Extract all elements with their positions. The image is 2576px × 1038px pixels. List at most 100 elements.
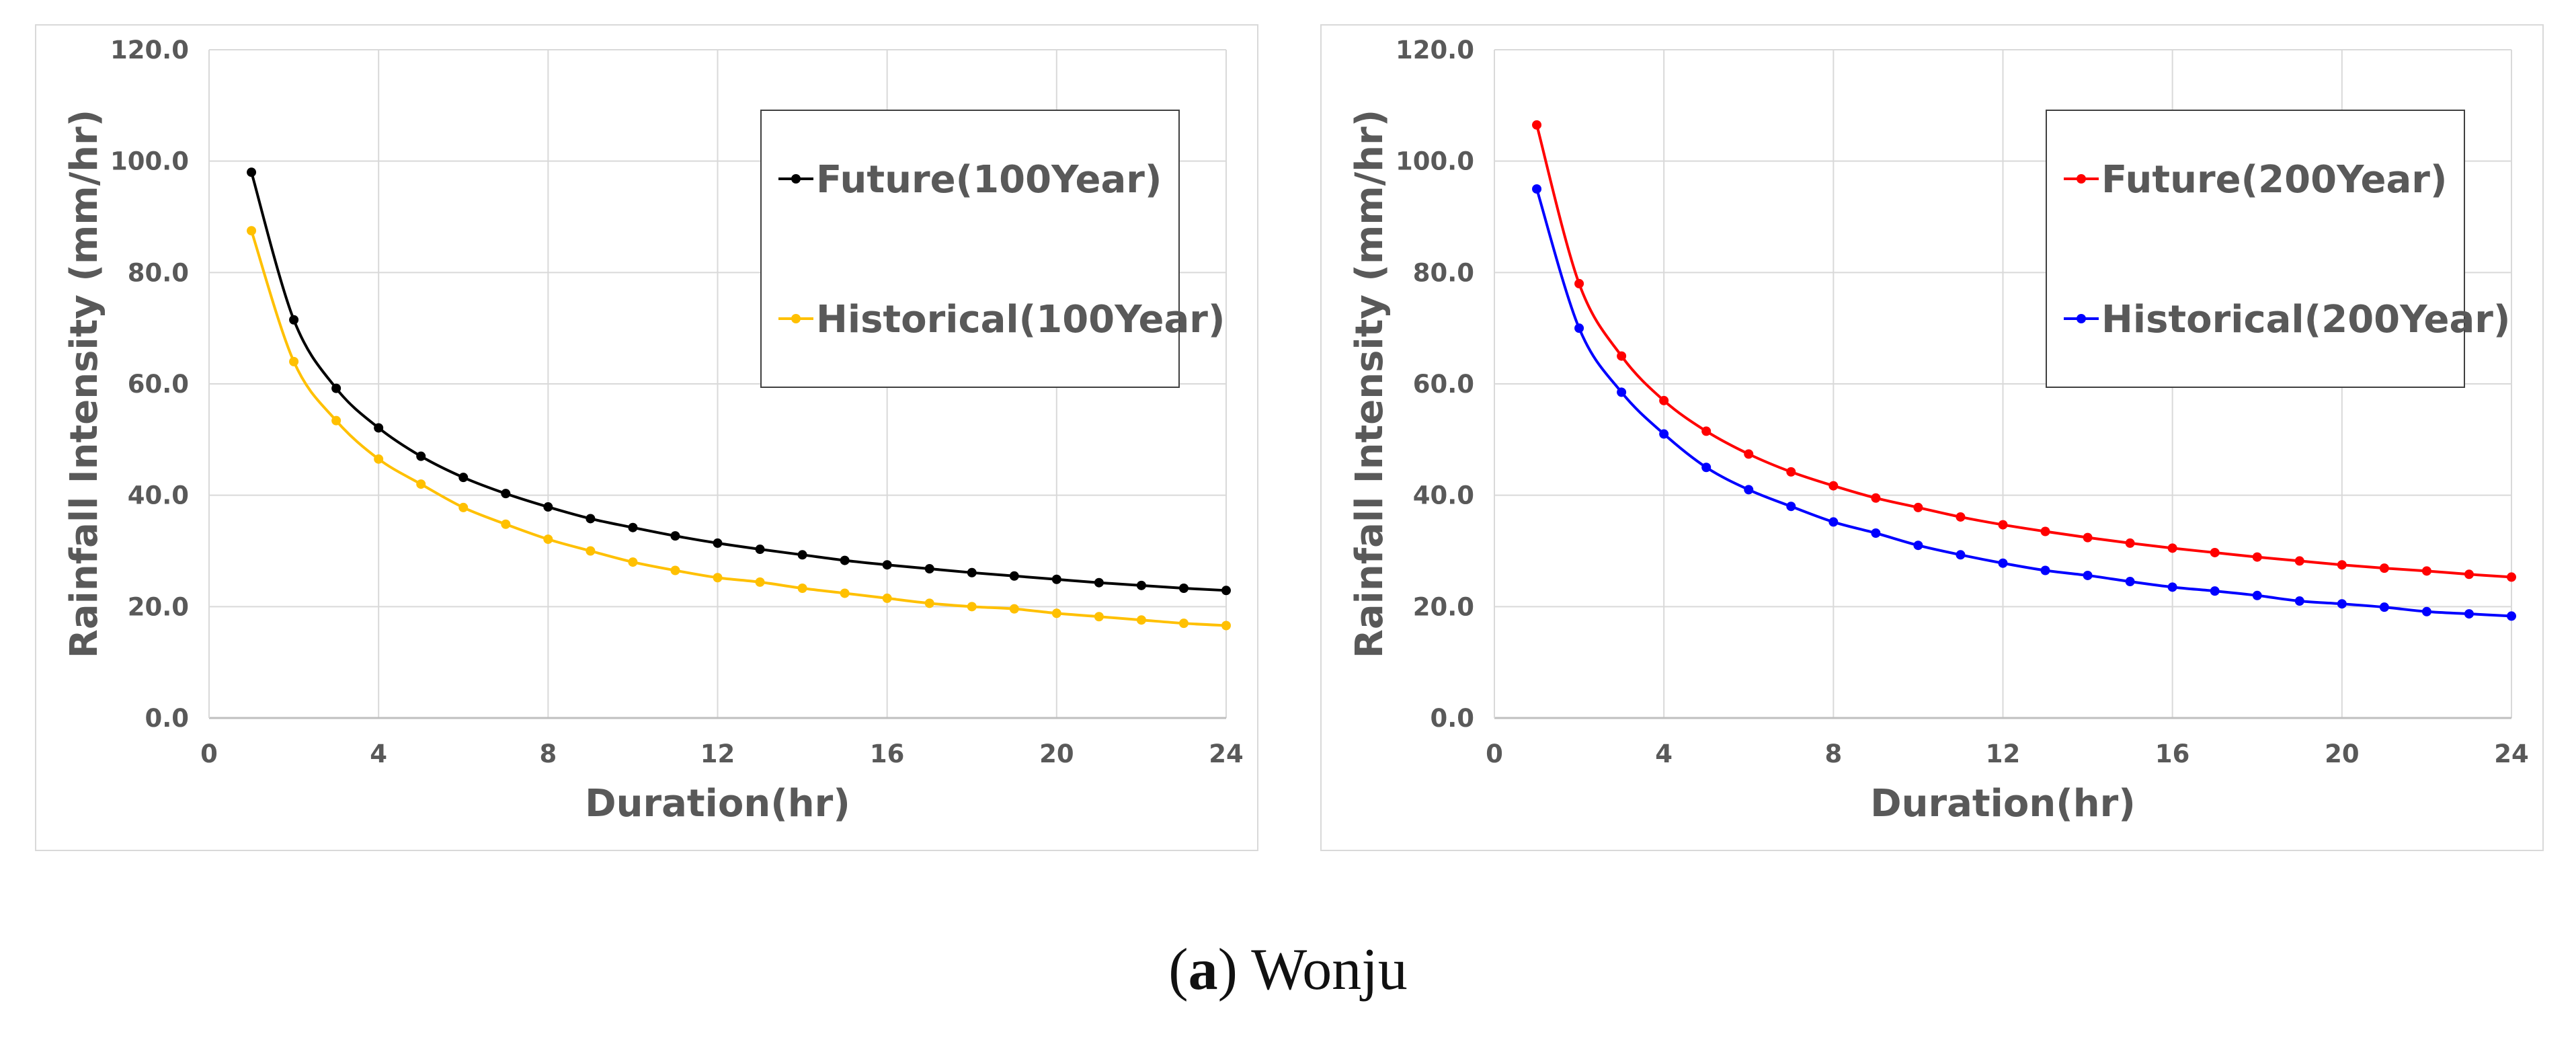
data-point	[1532, 184, 1542, 194]
data-point	[1094, 612, 1104, 622]
data-point	[1094, 577, 1104, 588]
x-axis-title: Duration(hr)	[585, 782, 850, 826]
data-point	[1136, 580, 1146, 590]
data-point	[2379, 602, 2389, 612]
data-point	[1956, 512, 1966, 522]
caption-label: a	[1188, 937, 1218, 1002]
x-tick-label: 0	[200, 740, 218, 768]
data-point	[458, 502, 469, 512]
series-2	[1532, 184, 2516, 621]
y-tick-label: 40.0	[128, 481, 189, 510]
data-point	[1659, 429, 1669, 439]
data-point	[2421, 566, 2431, 576]
data-point	[1051, 574, 1061, 584]
x-tick-label: 4	[370, 740, 387, 768]
y-tick-label: 20.0	[1413, 592, 1474, 621]
y-tick-labels: 0.0 20.0 40.0 60.0 80.0 100.0 120.0	[110, 36, 189, 733]
data-point	[1136, 615, 1146, 625]
x-tick-label: 0	[1486, 740, 1503, 768]
data-point	[501, 489, 511, 499]
data-point	[1956, 550, 1966, 560]
data-point	[543, 502, 553, 512]
data-point	[1744, 449, 1754, 459]
data-point	[1574, 323, 1584, 333]
data-point	[1828, 517, 1839, 527]
x-tick-label: 20	[2325, 740, 2360, 768]
y-tick-labels: 0.0 20.0 40.0 60.0 80.0 100.0 120.0	[1396, 36, 1474, 733]
figure-caption: (a) Wonju	[1168, 937, 1408, 1002]
data-point	[1009, 604, 1019, 614]
chart-svg-right: 0 4 8 12 16 20 24 0.0 20.0 40.0 60.0 80.0 100.0 120.0…	[1348, 36, 2529, 826]
legend: Future(200Year) Historical(200Year)	[2046, 110, 2511, 388]
y-tick-label: 40.0	[1413, 481, 1474, 510]
x-tick-label: 24	[2494, 740, 2529, 768]
data-point	[1617, 351, 1627, 361]
y-tick-label: 100.0	[110, 147, 189, 176]
data-point	[1871, 528, 1881, 538]
data-point	[670, 565, 680, 575]
data-point	[2252, 590, 2262, 600]
data-point	[458, 473, 469, 483]
x-tick-label: 24	[1209, 740, 1244, 768]
data-point	[2464, 609, 2474, 619]
data-point	[416, 451, 426, 461]
data-point	[501, 519, 511, 529]
data-point	[924, 564, 934, 574]
data-point	[374, 454, 384, 464]
data-point	[2294, 596, 2304, 606]
series-line	[1535, 124, 2512, 579]
x-tick-label: 16	[2155, 740, 2190, 768]
data-point	[2421, 606, 2431, 616]
x-tick-label: 20	[1039, 740, 1074, 768]
y-tick-label: 120.0	[110, 36, 189, 65]
data-point	[670, 531, 680, 541]
data-point	[797, 550, 807, 560]
data-point	[840, 555, 850, 565]
y-tick-label: 0.0	[1430, 704, 1474, 733]
x-tick-labels: 0 4 8 12 16 20 24	[200, 740, 1244, 768]
series-1	[1532, 120, 2516, 582]
data-point	[2464, 569, 2474, 580]
data-point	[1786, 467, 1796, 477]
x-tick-label: 4	[1655, 740, 1673, 768]
data-point	[2125, 577, 2135, 587]
data-point	[2040, 565, 2050, 575]
y-axis-title: Rainfall Intensity (mm/hr)	[63, 110, 106, 658]
data-point	[586, 546, 596, 556]
data-point	[1574, 278, 1584, 288]
data-point	[416, 479, 426, 489]
data-point	[289, 315, 299, 325]
data-point	[1178, 618, 1189, 629]
data-point	[1786, 502, 1796, 512]
chart-svg-left: 0 4 8 12 16 20 24 0.0 20.0 40.0 60.0 80.0 100.0 120.0…	[63, 36, 1244, 826]
data-point	[924, 598, 934, 608]
data-point	[1009, 571, 1019, 581]
legend-box	[2046, 110, 2465, 388]
data-point	[1701, 463, 1712, 473]
y-tick-label: 60.0	[1413, 370, 1474, 399]
data-point	[2167, 543, 2177, 553]
data-point	[2040, 526, 2050, 536]
data-point	[1998, 558, 2008, 568]
data-point	[840, 588, 850, 598]
data-point	[1701, 426, 1712, 436]
data-point	[2083, 532, 2093, 543]
data-point	[755, 577, 765, 587]
y-axis-title: Rainfall Intensity (mm/hr)	[1348, 110, 1392, 658]
data-point	[2210, 547, 2220, 557]
data-point	[1617, 387, 1627, 397]
data-point	[247, 226, 257, 236]
data-point	[1871, 493, 1881, 503]
x-tick-label: 8	[539, 740, 557, 768]
y-tick-label: 100.0	[1396, 147, 1474, 176]
x-tick-label: 8	[1824, 740, 1842, 768]
data-point	[247, 167, 257, 177]
data-point	[2507, 572, 2516, 582]
data-point	[543, 534, 553, 545]
legend-label: Historical(100Year)	[816, 298, 1225, 342]
legend-swatch-marker	[791, 314, 801, 323]
data-point	[1998, 520, 2008, 530]
data-point	[967, 567, 977, 577]
legend-swatch-marker	[791, 174, 801, 184]
legend-swatch-marker	[2077, 174, 2086, 184]
